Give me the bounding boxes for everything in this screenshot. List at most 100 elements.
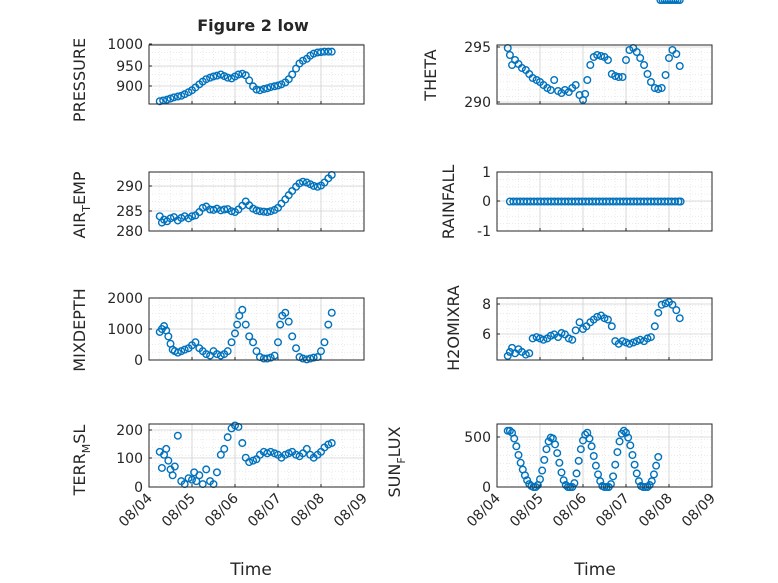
- data-point: [180, 90, 189, 99]
- data-point: [212, 204, 221, 213]
- panel-theta: 290 295: [464, 40, 713, 111]
- x-tick-label: 08/07: [593, 491, 633, 531]
- data-point: [255, 86, 264, 95]
- data-point: [234, 70, 243, 79]
- data-point: [551, 440, 560, 449]
- panel-pressure: 900 950 1000: [107, 37, 365, 106]
- data-point: [539, 335, 548, 344]
- data-point: [164, 332, 173, 341]
- y-tick-label: 1000: [107, 37, 143, 53]
- data-point: [542, 445, 551, 454]
- data-point: [249, 338, 258, 347]
- data-point: [276, 320, 285, 329]
- data-point: [571, 326, 580, 335]
- data-point: [317, 48, 326, 57]
- data-point: [503, 351, 512, 360]
- data-point: [559, 476, 568, 485]
- ylabel-air-rest: EMP: [70, 171, 89, 205]
- data-point: [572, 469, 581, 478]
- data-point: [654, 84, 663, 93]
- data-point: [320, 47, 329, 56]
- ylabel-sun-rest: LUX: [385, 426, 404, 457]
- data-point: [615, 437, 624, 446]
- data-point: [619, 426, 628, 435]
- data-point: [302, 444, 311, 453]
- data-point: [634, 477, 643, 486]
- data-point: [187, 475, 196, 484]
- data-point: [238, 305, 247, 314]
- data-point: [553, 449, 562, 458]
- ylabel-terr-rest: SL: [70, 425, 89, 444]
- plot-area-rainfall: [497, 172, 712, 231]
- data-point: [238, 439, 247, 448]
- axes-box: [148, 44, 365, 105]
- data-point: [168, 471, 177, 480]
- data-point: [603, 56, 612, 65]
- data-point: [672, 50, 681, 59]
- data-point: [324, 320, 333, 329]
- y-tick-label: 900: [116, 79, 143, 95]
- data-point: [274, 338, 283, 347]
- data-point: [292, 344, 301, 353]
- data-point: [528, 334, 537, 343]
- data-point: [630, 460, 639, 469]
- data-point: [212, 468, 221, 477]
- y-tick-label: 0: [134, 480, 143, 496]
- axes-box: [496, 44, 713, 105]
- data-point: [640, 61, 649, 70]
- data-point: [162, 444, 171, 453]
- data-point: [202, 350, 211, 359]
- data-point: [327, 308, 336, 317]
- x-tick-label: 08/09: [679, 491, 719, 531]
- data-point: [676, 197, 685, 206]
- data-point: [583, 75, 592, 84]
- data-point: [576, 445, 585, 454]
- data-point: [309, 353, 318, 362]
- x-tick-label: 08/05: [507, 491, 547, 531]
- data-point: [675, 62, 684, 71]
- data-point: [263, 208, 272, 217]
- data-point: [575, 318, 584, 327]
- ylabel-air-temp: AIRTEMP: [70, 171, 93, 238]
- ylabel-terr-sub: M: [80, 444, 93, 454]
- data-point: [195, 471, 204, 480]
- data-point: [649, 470, 658, 479]
- data-point: [657, 300, 666, 309]
- panel-h2omixra: 68: [482, 297, 713, 361]
- y-tick-label: 1000: [107, 322, 143, 338]
- axes-box: [148, 297, 365, 361]
- panel-mixdepth: 0 1000 2000: [107, 291, 365, 369]
- y-tick-label: 290: [464, 95, 491, 111]
- data-point: [298, 177, 307, 186]
- data-point: [622, 56, 631, 65]
- data-point: [675, 0, 684, 4]
- data-point: [277, 80, 286, 89]
- data-point: [202, 465, 211, 474]
- y-tick-label: 950: [116, 59, 143, 75]
- y-tick-label: 200: [116, 423, 143, 439]
- data-point: [614, 72, 623, 81]
- data-point: [298, 56, 307, 65]
- data-point: [646, 333, 655, 342]
- data-point: [223, 433, 232, 442]
- data-point: [516, 458, 525, 467]
- data-point: [206, 73, 215, 82]
- data-point: [591, 461, 600, 470]
- data-point: [525, 349, 534, 358]
- data-point: [661, 70, 670, 79]
- data-point: [632, 48, 641, 57]
- data-point: [607, 322, 616, 331]
- x-tick-label: 08/06: [550, 490, 590, 530]
- data-point: [266, 83, 275, 92]
- data-point: [587, 442, 596, 451]
- data-point: [169, 93, 178, 102]
- data-point: [647, 477, 656, 486]
- data-point: [581, 89, 590, 98]
- data-point: [212, 71, 221, 80]
- data-point: [187, 212, 196, 221]
- data-point: [626, 441, 635, 450]
- data-point: [209, 72, 218, 81]
- data-point: [574, 456, 583, 465]
- data-point: [652, 461, 661, 470]
- data-point: [593, 51, 602, 60]
